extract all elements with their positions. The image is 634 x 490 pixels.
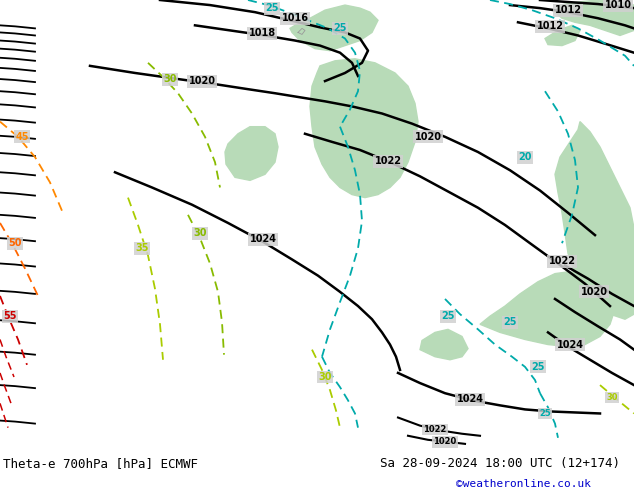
Text: 25: 25 [441, 311, 455, 321]
Text: 1024: 1024 [250, 234, 276, 244]
Text: 1020: 1020 [415, 132, 441, 142]
Text: 1012: 1012 [555, 5, 581, 15]
Text: 55: 55 [3, 311, 16, 321]
Text: 50: 50 [8, 238, 22, 248]
Polygon shape [555, 0, 634, 35]
Text: 20: 20 [518, 152, 532, 162]
Text: 35: 35 [135, 244, 149, 253]
Polygon shape [290, 5, 378, 50]
Polygon shape [310, 59, 418, 197]
Text: 1024: 1024 [557, 340, 583, 349]
Text: 45: 45 [15, 132, 29, 142]
Text: 1022: 1022 [424, 425, 447, 434]
Text: ©weatheronline.co.uk: ©weatheronline.co.uk [456, 479, 592, 489]
Text: 25: 25 [333, 24, 347, 33]
Polygon shape [545, 25, 580, 46]
Polygon shape [420, 329, 468, 360]
Text: 1012: 1012 [536, 22, 564, 31]
Text: 1020: 1020 [434, 438, 456, 446]
Text: 30: 30 [318, 372, 332, 382]
Text: 1020: 1020 [581, 287, 607, 297]
Text: 30: 30 [163, 74, 177, 84]
Text: 1016: 1016 [281, 13, 309, 23]
Text: 30: 30 [193, 228, 207, 238]
Text: 25: 25 [265, 3, 279, 13]
Text: 1022: 1022 [548, 256, 576, 267]
Text: Sa 28-09-2024 18:00 UTC (12+174): Sa 28-09-2024 18:00 UTC (12+174) [380, 457, 621, 469]
Polygon shape [480, 271, 615, 346]
Text: 1018: 1018 [249, 28, 276, 38]
Text: 1020: 1020 [188, 76, 216, 86]
Text: 30: 30 [606, 393, 618, 402]
Text: Theta-e 700hPa [hPa] ECMWF: Theta-e 700hPa [hPa] ECMWF [3, 457, 198, 469]
Text: 1010: 1010 [604, 0, 631, 10]
Text: 25: 25 [539, 409, 551, 418]
Text: 25: 25 [531, 362, 545, 372]
Text: 1022: 1022 [375, 156, 401, 166]
Polygon shape [225, 127, 278, 180]
Text: 1024: 1024 [456, 394, 484, 404]
Text: 25: 25 [503, 317, 517, 327]
Polygon shape [555, 122, 634, 319]
